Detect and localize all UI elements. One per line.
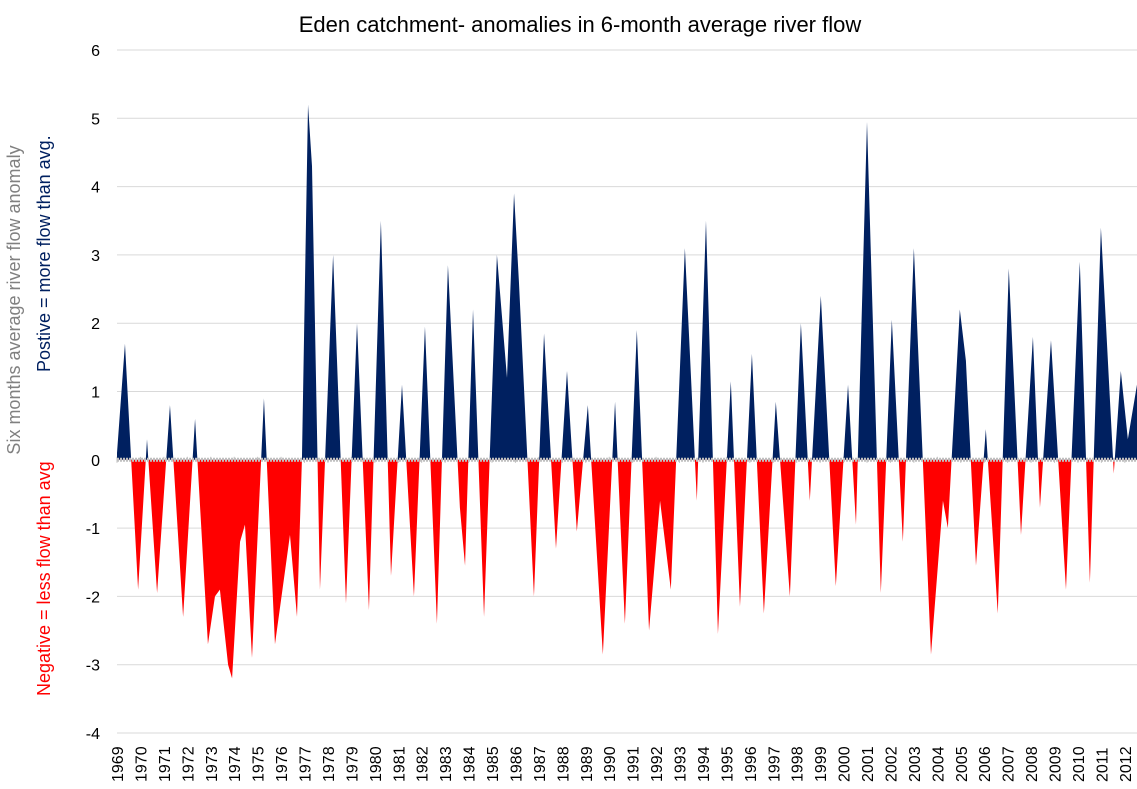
x-tick-label: 1995 — [719, 746, 736, 782]
x-tick-label: 1982 — [415, 746, 432, 782]
x-tick-label: 1979 — [344, 746, 361, 782]
x-tick-label: 1998 — [790, 746, 807, 782]
x-tick-label: 1973 — [204, 746, 221, 782]
x-tick-label: 2008 — [1024, 746, 1041, 782]
y-tick-label: -4 — [86, 726, 100, 743]
y-axis-label-negative: Negative = less flow than avg — [34, 461, 54, 696]
x-tick-label: 1974 — [227, 746, 244, 782]
x-tick-label: 2009 — [1048, 746, 1065, 782]
x-tick-label: 2007 — [1001, 746, 1018, 782]
x-tick-label: 1987 — [532, 746, 549, 782]
x-tick-label: 1991 — [626, 746, 643, 782]
y-tick-label: 4 — [91, 180, 100, 197]
x-tick-label: 1976 — [274, 746, 291, 782]
x-tick-label: 2006 — [977, 746, 994, 782]
x-tick-label: 1981 — [391, 746, 408, 782]
area-positive — [117, 104, 1137, 460]
x-tick-label: 1978 — [321, 746, 338, 782]
y-axis-label: Six months average river flow anomaly — [4, 145, 24, 454]
x-tick-label: 1985 — [485, 746, 502, 782]
x-tick-label: 1980 — [368, 746, 385, 782]
x-tick-label: 1977 — [298, 746, 315, 782]
x-tick-label: 2005 — [954, 746, 971, 782]
x-tick-label: 1970 — [133, 746, 150, 782]
x-tick-label: 2011 — [1094, 747, 1111, 782]
x-tick-label: 1989 — [579, 746, 596, 782]
x-tick-label: 2001 — [860, 746, 877, 782]
x-tick-label: 1999 — [813, 746, 830, 782]
x-tick-label: 2002 — [883, 746, 900, 782]
area-negative — [117, 459, 1137, 679]
x-tick-label: 1971 — [157, 746, 174, 782]
y-axis-label-positive: Postive = more flow than avg. — [34, 135, 54, 372]
y-tick-label: 3 — [91, 248, 100, 265]
y-tick-label: -1 — [86, 521, 100, 538]
y-tick-label: 0 — [91, 453, 100, 470]
x-tick-label: 1984 — [462, 746, 479, 782]
x-tick-label: 1972 — [180, 746, 197, 782]
x-tick-label: 1986 — [508, 746, 525, 782]
x-tick-label: 1996 — [743, 746, 760, 782]
x-tick-label: 1993 — [673, 746, 690, 782]
x-tick-label: 1969 — [110, 746, 127, 782]
y-tick-label: 5 — [91, 111, 100, 128]
x-tick-label: 2012 — [1118, 746, 1135, 782]
chart-title: Eden catchment- anomalies in 6-month ave… — [299, 12, 862, 37]
x-tick-label: 2004 — [930, 746, 947, 782]
y-tick-label: 2 — [91, 316, 100, 333]
x-tick-label: 2000 — [837, 746, 854, 782]
y-tick-label: 1 — [91, 385, 100, 402]
x-tick-label: 1994 — [696, 746, 713, 782]
x-tick-label: 1983 — [438, 746, 455, 782]
y-tick-label: -3 — [86, 658, 100, 675]
x-tick-label: 1990 — [602, 746, 619, 782]
x-tick-label: 1992 — [649, 746, 666, 782]
x-tick-label: 1975 — [251, 746, 268, 782]
y-tick-label: -2 — [86, 589, 100, 606]
x-tick-label: 1988 — [555, 746, 572, 782]
y-tick-label: 6 — [91, 43, 100, 60]
x-tick-label: 2003 — [907, 746, 924, 782]
x-tick-label: 2010 — [1071, 746, 1088, 782]
x-tick-label: 1997 — [766, 746, 783, 782]
